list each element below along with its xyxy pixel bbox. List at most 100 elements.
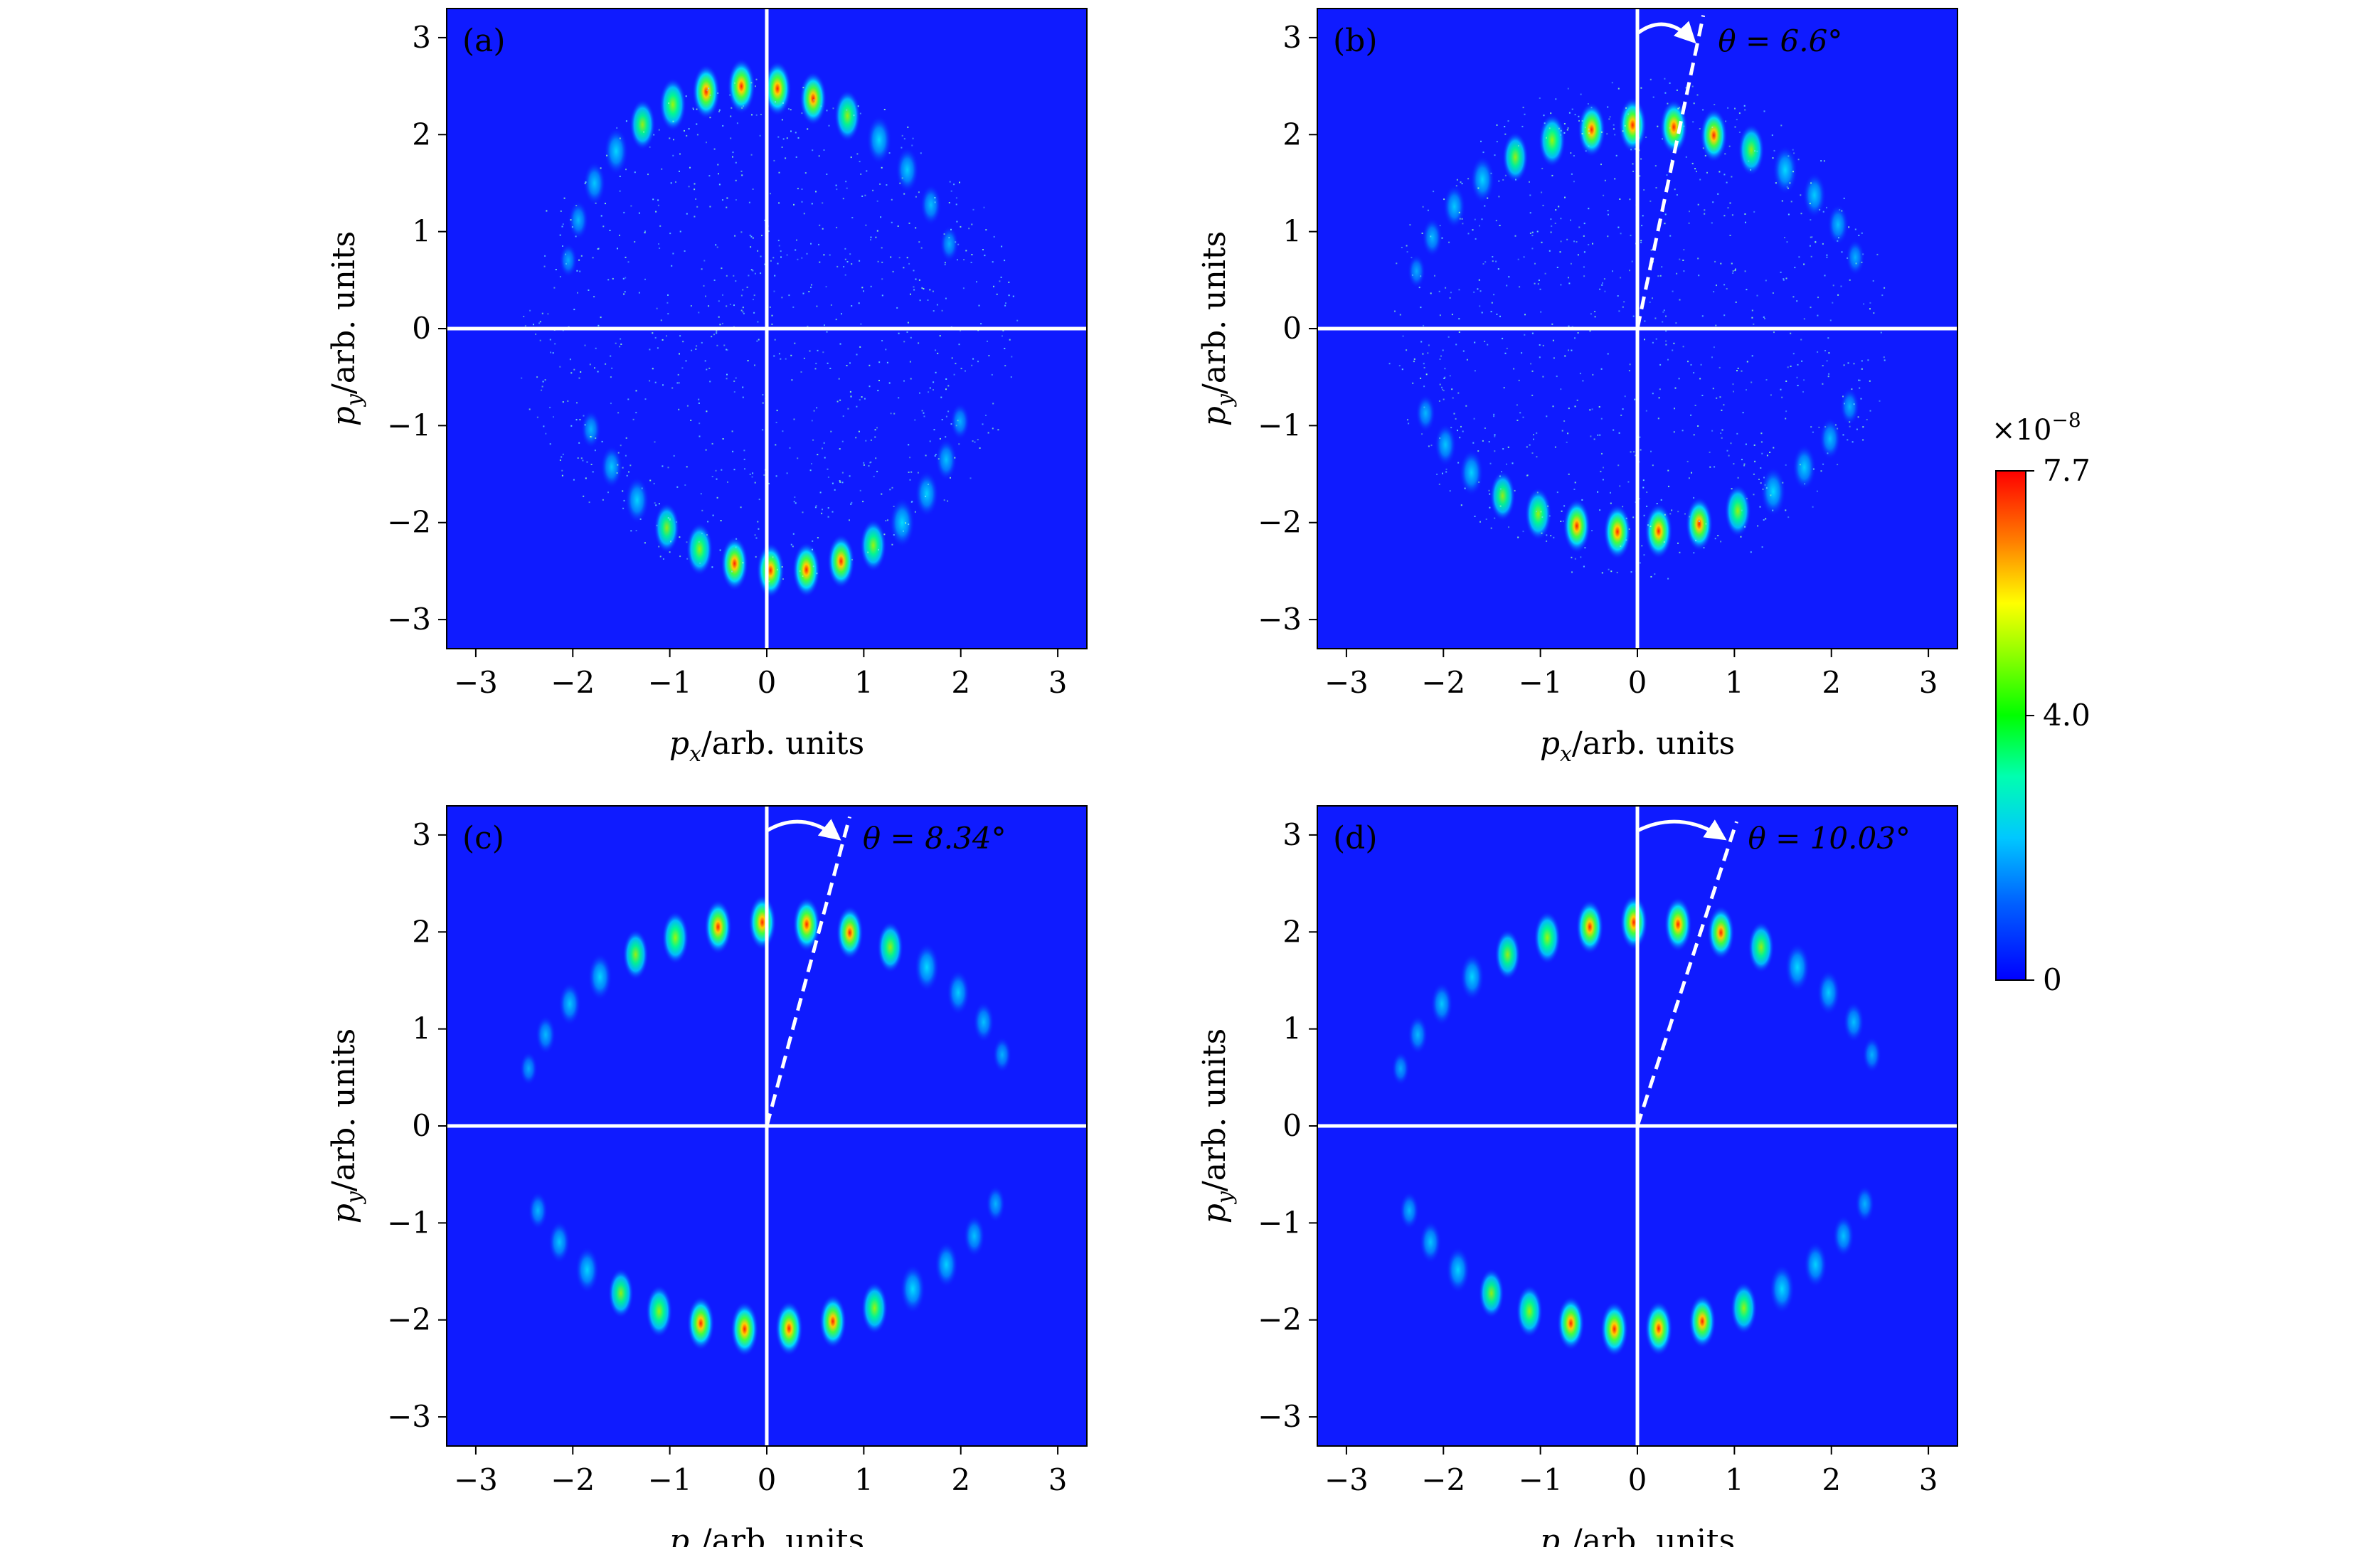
speckle xyxy=(1745,221,1746,223)
speckle xyxy=(1406,349,1408,351)
speckle xyxy=(1618,432,1620,434)
speckle xyxy=(823,442,825,444)
speckle xyxy=(1467,178,1470,180)
lobe xyxy=(748,894,777,950)
speckle xyxy=(1689,516,1691,518)
speckle xyxy=(1568,349,1569,351)
speckle xyxy=(1538,280,1540,281)
speckle xyxy=(1541,532,1543,534)
speckle xyxy=(1462,430,1464,432)
speckle xyxy=(943,233,945,235)
y-tick-label: −2 xyxy=(1258,505,1302,540)
speckle xyxy=(795,502,797,504)
speckle xyxy=(638,212,640,214)
speckle xyxy=(1667,469,1669,472)
x-tick-label: 1 xyxy=(1725,665,1744,700)
speckle xyxy=(718,110,720,112)
speckle xyxy=(1642,479,1645,482)
speckle xyxy=(726,197,728,199)
x-tick-label: 0 xyxy=(1628,1462,1647,1497)
speckle xyxy=(552,352,554,354)
speckle xyxy=(782,430,784,432)
speckle xyxy=(799,570,801,572)
speckle xyxy=(1787,213,1790,216)
y-tick-label: −1 xyxy=(1258,1205,1302,1240)
speckle xyxy=(595,437,597,439)
speckle xyxy=(768,482,770,484)
speckle xyxy=(1423,367,1425,368)
speckle xyxy=(1732,272,1734,274)
speckle xyxy=(881,278,883,280)
speckle xyxy=(1627,481,1630,483)
speckle xyxy=(802,511,804,514)
speckle xyxy=(1614,178,1616,180)
speckle xyxy=(709,94,711,96)
speckle xyxy=(822,351,824,353)
speckle xyxy=(1614,134,1616,136)
speckle xyxy=(1641,545,1643,547)
speckle xyxy=(908,523,910,526)
lobe xyxy=(1620,894,1648,950)
speckle xyxy=(1695,539,1697,541)
speckle xyxy=(1551,323,1553,325)
speckle xyxy=(685,360,687,362)
speckle xyxy=(835,319,837,321)
speckle xyxy=(971,364,973,366)
speckle xyxy=(721,322,723,324)
speckle xyxy=(684,484,686,486)
speckle xyxy=(817,454,819,456)
speckle xyxy=(1571,173,1573,175)
speckle xyxy=(1863,303,1865,305)
speckle xyxy=(1785,277,1787,280)
speckle xyxy=(1743,463,1746,465)
speckle xyxy=(1576,241,1578,243)
speckle xyxy=(1541,191,1543,193)
speckle xyxy=(1506,285,1508,287)
speckle xyxy=(1786,186,1788,188)
speckle xyxy=(1563,123,1566,124)
speckle xyxy=(673,139,674,141)
y-tick-label: −3 xyxy=(387,1399,431,1434)
speckle xyxy=(1506,463,1507,465)
panel-4: θ = 10.03°(d)−3−2−10123−3−2−10123px/arb.… xyxy=(1196,805,1958,1547)
speckle xyxy=(550,351,552,353)
speckle xyxy=(824,324,825,326)
speckle xyxy=(1580,93,1582,95)
speckle xyxy=(1577,332,1579,334)
speckle xyxy=(1770,394,1772,396)
speckle xyxy=(792,533,795,535)
speckle xyxy=(1460,181,1462,184)
speckle xyxy=(1564,355,1566,357)
speckle xyxy=(1576,399,1578,401)
speckle xyxy=(1448,241,1450,243)
speckle xyxy=(1628,528,1630,530)
speckle xyxy=(893,413,896,415)
speckle xyxy=(801,188,803,190)
lobe xyxy=(1460,953,1484,1001)
speckle xyxy=(815,363,817,365)
speckle xyxy=(812,548,813,551)
y-tick-label: 2 xyxy=(1282,117,1302,151)
y-tick-label: 0 xyxy=(412,311,431,346)
speckle xyxy=(753,299,754,301)
speckle xyxy=(881,294,883,297)
speckle xyxy=(533,324,534,326)
speckle xyxy=(573,368,575,371)
speckle xyxy=(567,400,569,402)
speckle xyxy=(913,286,915,288)
speckle xyxy=(775,475,777,477)
speckle xyxy=(735,377,737,379)
speckle xyxy=(1837,464,1839,466)
speckle xyxy=(1608,568,1610,570)
speckle xyxy=(941,309,943,312)
speckle xyxy=(1574,558,1576,560)
lobe xyxy=(963,1215,985,1258)
speckle xyxy=(1693,102,1695,105)
speckle xyxy=(1472,442,1475,444)
speckle xyxy=(843,266,845,267)
speckle xyxy=(947,410,950,413)
speckle xyxy=(1787,155,1790,157)
speckle xyxy=(790,543,792,546)
speckle xyxy=(856,153,859,155)
